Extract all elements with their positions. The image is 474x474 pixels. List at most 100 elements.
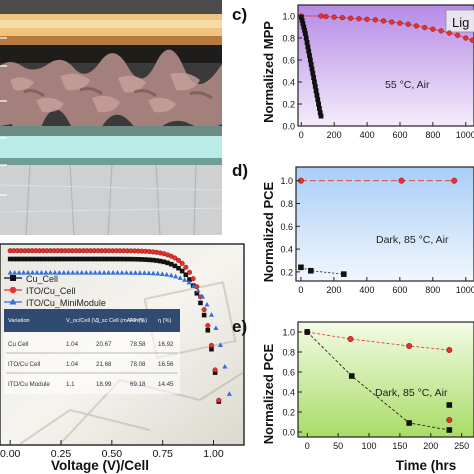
panel-d-y-tick-label: 0.2: [280, 267, 293, 277]
panel-c-data-point: [348, 15, 354, 21]
panel-c-data-point: [312, 79, 317, 85]
panel-e-axes: 0 50 100 150 200 250 0.0 0.2 0.4 0.6 0.8 1.0: [282, 328, 469, 452]
jv-data-point: [146, 270, 152, 276]
panel-c-data-point: [301, 24, 307, 30]
jv-data-point: [216, 397, 222, 403]
panel-c-data-point: [302, 27, 307, 33]
jv-data-point: [29, 256, 35, 262]
panel-c-y-tick-label: 0.2: [282, 100, 295, 110]
jv-data-point: [74, 270, 80, 275]
panel-c-y-tick-label: 0.4: [282, 78, 295, 88]
jv-data-point: [99, 256, 104, 262]
panel-c-data-point: [454, 32, 461, 38]
panel-c-data-point: [303, 35, 309, 41]
jv-data-point: [16, 270, 22, 275]
jv-data-point: [106, 256, 112, 262]
jv-x-tick-label: 0.25: [51, 448, 72, 460]
jv-data-point: [157, 258, 163, 264]
jv-data-point: [7, 270, 13, 275]
table-cell: 16.92: [158, 341, 174, 348]
table-header-cell: J_sc Cell (mA/cm²): [96, 318, 143, 324]
table-cell: 18.99: [96, 381, 112, 388]
legend-label-ito-cu-cell: ITO/Cu_Cell: [26, 286, 75, 296]
panel-d-letter: d): [232, 161, 248, 180]
jv-data-point: [150, 270, 156, 276]
panel-c-data-point: [306, 48, 312, 54]
jv-data-point: [62, 256, 68, 262]
jv-data-point: [199, 294, 206, 299]
panel-c-data-point: [331, 14, 337, 20]
jv-data-point: [110, 256, 115, 262]
panel-c-axes: 0 200 400 600 800 1000 0.0 0.2 0.4 0.6 0.8 1.0: [282, 12, 474, 141]
panel-e-data-point: [446, 417, 453, 424]
panel-c-data-point: [298, 14, 304, 20]
panel-c-chart: c) Normalized MPP Lig 55 °C, Air 0 200 400…: [232, 4, 474, 141]
panel-e-x-tick-label: 200: [423, 441, 438, 451]
table-cell: 78.08: [130, 361, 146, 368]
jv-data-point: [191, 283, 197, 288]
panel-e-series-layer: [304, 329, 453, 433]
jv-data-point: [101, 270, 107, 275]
panel-e-chart: e) Normalized PCE Dark, 85 °C, Air 0 50 10…: [232, 317, 474, 473]
panel-e-series-line-1: [307, 331, 450, 431]
jv-data-point: [37, 256, 42, 262]
table-cell: 14.45: [158, 381, 174, 388]
jv-data-point: [51, 256, 57, 262]
jv-data-point: [222, 363, 228, 369]
jv-series-layer: [7, 248, 232, 404]
panel-c-data-point: [446, 30, 452, 36]
panel-d-x-tick-label: 400: [359, 285, 374, 295]
panel-c-data-point: [299, 18, 305, 23]
panel-e-x-tick-label: 50: [333, 441, 343, 451]
jv-data-point: [38, 270, 45, 275]
panel-c-data-point: [317, 110, 323, 116]
jv-data-point: [26, 256, 31, 262]
jv-data-point: [141, 270, 147, 275]
panel-c-legend-box: [445, 9, 474, 33]
jv-data-point: [172, 263, 178, 269]
panel-d-annotation: Dark, 85 °C, Air: [376, 234, 449, 246]
jv-data-point: [48, 256, 53, 262]
panel-e-y-tick-label: 0.8: [282, 348, 295, 358]
legend-label-ito-cu-minimodule: ITO/Cu_MiniModule: [26, 298, 106, 308]
jv-data-point: [164, 271, 170, 277]
jv-data-point: [43, 270, 49, 275]
jv-data-point: [190, 276, 196, 282]
table-header-cell: FF (%): [130, 318, 147, 324]
panel-c-data-point: [438, 28, 444, 34]
jv-data-point: [208, 342, 214, 348]
panel-c-data-point: [413, 23, 420, 29]
jv-data-point: [183, 272, 189, 278]
jv-data-point: [7, 256, 13, 262]
jv-x-axis-label: Voltage (V)/Cell: [51, 458, 149, 473]
table-cell: ITO/Cu Module: [8, 381, 50, 388]
jv-data-point: [168, 261, 174, 267]
jv-data-point: [201, 312, 207, 318]
jv-data-point: [165, 260, 170, 266]
panel-e-data-point: [446, 347, 453, 354]
jv-data-point: [114, 256, 119, 262]
panel-c-data-point: [313, 88, 319, 94]
panel-e-y-tick-label: 0.0: [282, 428, 295, 438]
panel-e-y-tick-label: 0.2: [282, 408, 295, 418]
panel-e-data-point: [304, 329, 311, 335]
table-cell: 69.18: [130, 381, 146, 388]
jv-data-point: [66, 256, 72, 262]
panel-c-data-point: [356, 16, 362, 22]
panel-c-data-point: [397, 20, 403, 26]
jv-data-point: [154, 258, 159, 263]
panel-d-data-point: [340, 271, 347, 277]
panel-c-data-point: [339, 15, 346, 21]
panel-e-letter: e): [232, 317, 247, 336]
panel-c-y-tick-label: 0.0: [282, 122, 295, 132]
jv-data-point: [176, 257, 182, 263]
jv-data-point: [135, 256, 141, 262]
panel-e-data-point: [406, 343, 413, 350]
panel-c-y-tick-label: 1.0: [282, 12, 295, 22]
panel-e-plot-area: [297, 321, 474, 438]
jv-data-point: [137, 270, 143, 275]
legend-entry-cu-cell: Cu_Cell: [4, 274, 58, 284]
panel-e-y-tick-label: 1.0: [282, 328, 295, 338]
panel-c-data-point: [430, 26, 436, 32]
panel-c-x-tick-label: 200: [327, 130, 342, 140]
